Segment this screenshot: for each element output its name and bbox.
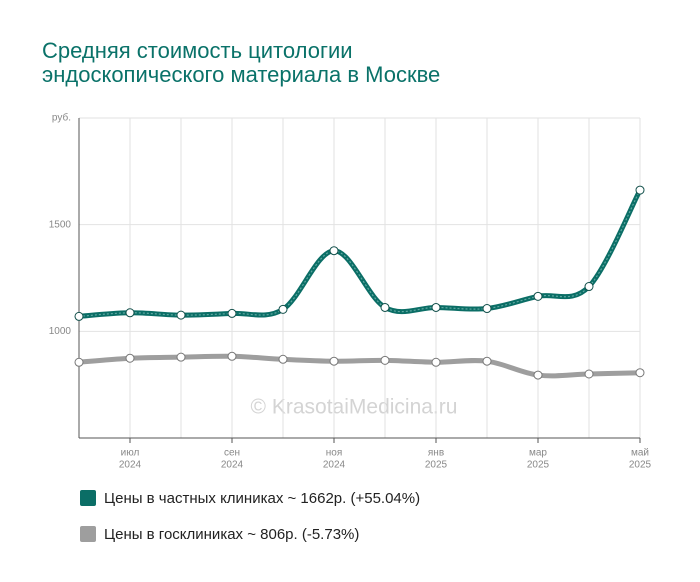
- data-point: [584, 369, 594, 379]
- data-point: [431, 357, 441, 367]
- data-point: [278, 354, 288, 364]
- x-tick-label: янв: [428, 448, 444, 459]
- series-line: [76, 353, 643, 379]
- data-point: [329, 246, 339, 256]
- y-tick-label: руб.: [52, 112, 71, 124]
- x-tick-label: мар: [529, 448, 547, 459]
- data-point: [74, 357, 84, 367]
- legend-swatch: [80, 526, 96, 542]
- legend-label: Цены в госклиниках ~ 806р. (-5.73%): [104, 526, 359, 543]
- data-point: [533, 370, 543, 380]
- data-point: [431, 302, 441, 312]
- x-tick-label: ноя: [326, 448, 343, 459]
- series-line: [76, 187, 643, 319]
- data-point: [227, 308, 237, 318]
- data-point: [380, 355, 390, 365]
- chart-title: Средняя стоимость цитологии: [42, 38, 353, 63]
- data-point: [125, 353, 135, 363]
- x-tick-label: 2024: [323, 460, 346, 471]
- x-tick-label: 2025: [629, 460, 652, 471]
- x-tick-label: май: [631, 448, 649, 459]
- watermark: © KrasotaiMedicina.ru: [251, 396, 458, 419]
- x-tick-label: сен: [224, 448, 240, 459]
- x-tick-label: 2024: [119, 460, 142, 471]
- series-line-highlight: [78, 189, 641, 317]
- data-point: [380, 302, 390, 312]
- data-point: [533, 291, 543, 301]
- legend-label: Цены в частных клиниках ~ 1662р. (+55.04…: [104, 490, 420, 507]
- data-point: [176, 310, 186, 320]
- x-tick-label: 2025: [527, 460, 550, 471]
- data-point: [278, 304, 288, 314]
- y-tick-label: 1500: [49, 219, 72, 230]
- data-point: [635, 185, 645, 195]
- data-point: [227, 351, 237, 361]
- data-point: [176, 352, 186, 362]
- data-point: [482, 304, 492, 314]
- chart-title: эндоскопического материала в Москве: [42, 62, 440, 87]
- data-point: [125, 308, 135, 318]
- x-tick-label: 2024: [221, 460, 244, 471]
- x-tick-label: 2025: [425, 460, 448, 471]
- legend-swatch: [80, 490, 96, 506]
- data-point: [74, 311, 84, 321]
- x-tick-label: июл: [121, 448, 140, 459]
- data-point: [482, 356, 492, 366]
- data-point: [635, 368, 645, 378]
- data-point: [329, 356, 339, 366]
- y-tick-label: 1000: [49, 326, 72, 337]
- data-point: [584, 282, 594, 292]
